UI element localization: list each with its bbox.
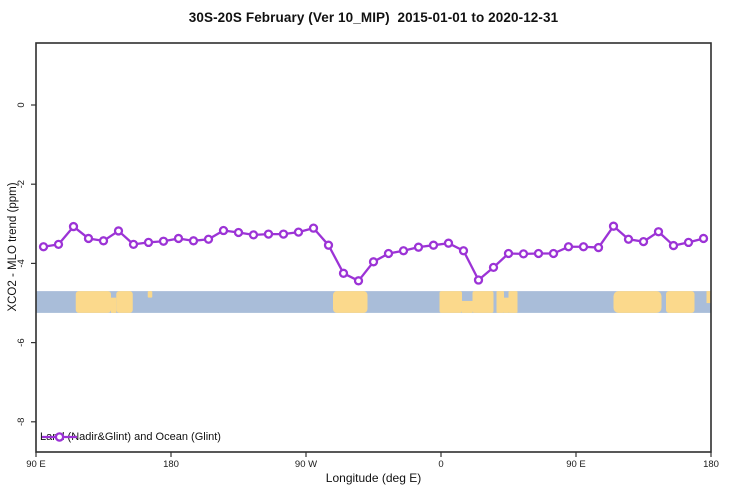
y-tick-label: -8: [16, 418, 27, 426]
map-strip-land: [472, 291, 494, 313]
data-point: [563, 242, 574, 252]
data-point: [488, 262, 499, 273]
data-point: [338, 268, 349, 278]
map-strip-land: [439, 291, 462, 313]
map-strip-land: [462, 300, 473, 313]
map-strip-land: [147, 291, 153, 298]
data-point: [608, 221, 619, 231]
data-point: [113, 226, 124, 236]
data-point: [398, 246, 409, 256]
map-strip-land: [111, 297, 117, 313]
data-point: [308, 223, 319, 233]
data-point: [248, 230, 259, 240]
map-strip-land: [116, 291, 133, 313]
map-strip-land: [613, 291, 662, 313]
data-point: [518, 249, 529, 259]
data-point: [158, 236, 169, 246]
data-point: [443, 238, 454, 248]
data-point: [278, 229, 289, 239]
data-point: [533, 248, 544, 259]
x-axis-label: Longitude (deg E): [325, 471, 422, 485]
data-point: [143, 237, 154, 248]
data-point: [218, 225, 229, 236]
data-point: [428, 240, 439, 250]
map-strip-land: [333, 291, 368, 313]
data-point: [503, 248, 514, 259]
data-point: [413, 242, 424, 252]
data-point: [128, 239, 139, 250]
x-tick-label: 180: [163, 459, 179, 470]
plot-frame: [35, 42, 712, 453]
y-tick-label: 0: [16, 102, 27, 107]
data-point: [173, 233, 184, 244]
data-point: [623, 234, 634, 244]
data-point: [68, 221, 79, 232]
data-point: [668, 240, 679, 251]
data-point: [698, 233, 709, 244]
y-tick-label: -4: [16, 259, 27, 267]
x-tick-label: 0: [438, 459, 443, 470]
data-point: [188, 236, 199, 246]
x-tick-label: 90 E: [566, 459, 586, 470]
data-point: [653, 227, 664, 237]
data-point: [548, 248, 559, 259]
chart-title: 30S-20S February (Ver 10_MIP) 2015-01-01…: [188, 10, 559, 25]
data-point: [83, 233, 94, 244]
legend-label: Land (Nadir&Glint) and Ocean (Glint): [40, 431, 221, 443]
data-point: [353, 276, 364, 286]
data-point: [683, 237, 694, 248]
data-point: [98, 236, 109, 246]
map-strip-land: [496, 291, 504, 313]
data-point: [293, 227, 304, 237]
legend: Land (Nadir&Glint) and Ocean (Glint): [40, 429, 221, 445]
y-tick-label: -6: [16, 338, 27, 346]
data-point: [53, 239, 64, 250]
map-strip-ocean: [36, 291, 711, 313]
map-strip-land: [666, 291, 695, 313]
data-point: [473, 275, 484, 285]
x-tick-label: 90 W: [295, 459, 317, 470]
map-strip-land: [706, 291, 711, 304]
data-point: [593, 242, 604, 253]
data-point: [578, 242, 589, 252]
map-strip-land: [75, 291, 111, 313]
legend-marker-icon: [42, 432, 77, 442]
data-point: [368, 257, 379, 267]
map-strip-land: [504, 297, 509, 313]
data-point: [263, 229, 274, 239]
data-point: [638, 236, 649, 247]
y-tick-label: -2: [16, 180, 27, 188]
data-point: [233, 227, 244, 238]
data-point: [38, 242, 49, 252]
data-point: [323, 240, 334, 250]
data-point: [458, 246, 469, 256]
x-tick-label: 180: [703, 459, 719, 470]
map-strip-land: [508, 291, 518, 313]
data-point: [203, 234, 214, 244]
data-point: [383, 248, 394, 259]
data-line: [42, 225, 705, 282]
x-tick-label: 90 E: [26, 459, 46, 470]
